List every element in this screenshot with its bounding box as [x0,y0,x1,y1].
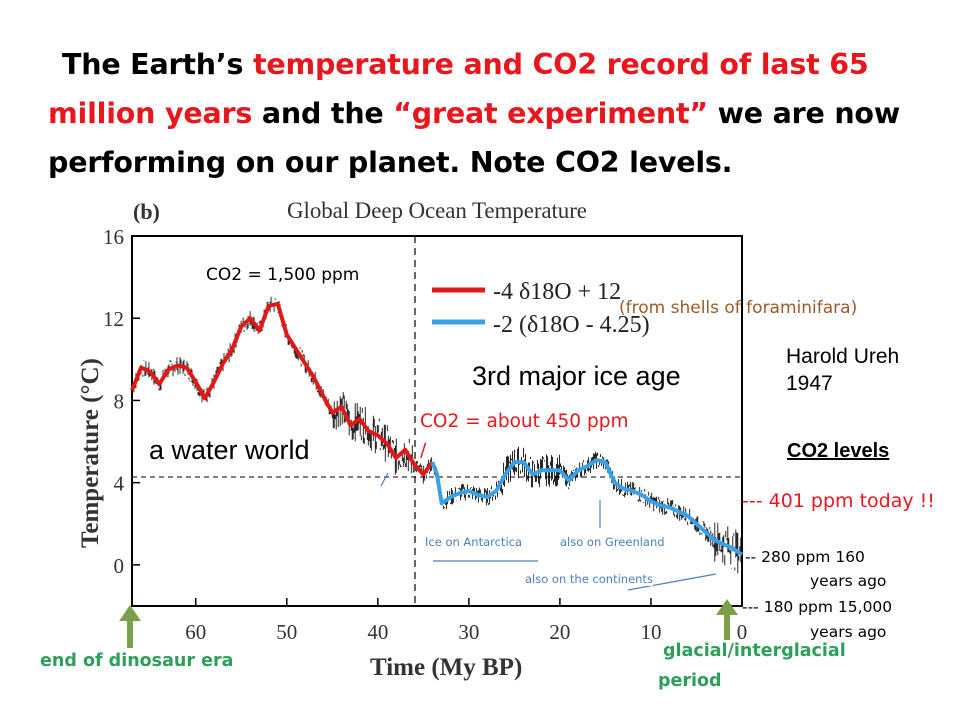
ice-age-label: 3rd major ice age [472,361,681,391]
y-axis-label: Temperature (°C) [77,358,104,548]
series-line-red [130,301,435,477]
co2-today: --- 401 ppm today !! [742,490,935,512]
source-note: (from shells of foraminifara) [619,298,858,318]
series-line-blue [430,458,744,557]
x-tick-label: 20 [549,620,570,644]
author-name: Harold Ureh [786,345,900,368]
continents-note: also on the continents [525,572,653,586]
x-tick-label: 0 [737,620,748,644]
dinosaur-label: end of dinosaur era [40,651,234,671]
title-part3: and the [252,97,394,130]
panel-label: (b) [133,199,160,224]
plot-frame [131,235,743,607]
arrow-continents [627,573,717,591]
chart-title: Global Deep Ocean Temperature [287,198,587,223]
arrowhead-glacial [716,599,738,615]
greenland-note: also on Greenland [560,535,665,549]
title-part1: The Earth’s [62,48,253,81]
y-tick-label: 4 [114,472,125,496]
legend: -4 δ18O + 12 -2 (δ18O - 4.25) [432,279,650,338]
glacial-label-line2: period [658,671,722,691]
title-part2: temperature and CO2 record of last 65 mi… [48,48,869,130]
annotation-arrows [119,472,738,648]
author-year: 1947 [786,372,833,395]
slide-title: The Earth’s temperature and CO2 record o… [48,40,938,187]
legend-blue-label: -2 (δ18O - 4.25) [493,312,650,338]
title-part4: “great experiment” [393,97,708,130]
co2-280-line2: years ago [810,572,887,590]
co2-280-line1: -- 280 ppm 160 [745,548,865,566]
x-axis-label: Time (My BP) [370,654,522,681]
y-tick-label: 16 [103,225,124,249]
x-tick-label: 50 [276,620,297,644]
co2-180-line1: --- 180 ppm 15,000 [742,598,893,616]
title-part5: we are now performing on our planet. Not… [48,97,900,179]
y-tick-label: 0 [114,554,125,578]
water-world-label: a water world [147,435,312,466]
co2-levels-header: CO2 levels [787,440,890,462]
x-tick-label: 40 [367,620,388,644]
y-tick-label: 12 [103,307,124,331]
x-tick-label: 30 [458,620,479,644]
legend-red-label: -4 δ18O + 12 [493,279,621,305]
slash-mark: / [420,439,427,461]
x-tick-label: 10 [640,620,661,644]
glacial-label-line1: glacial/interglacial [663,641,846,661]
x-tick-label: 60 [185,620,206,644]
co2-450-label: CO2 = about 450 ppm [420,411,629,432]
arrowhead-dinosaur [119,605,141,621]
axis-ticks: 60 50 40 30 20 10 0 0 4 8 12 16 [103,225,747,644]
antarctica-note: Ice on Antarctica [425,535,523,549]
arrow-water-world [380,472,389,487]
chart-frame [131,235,743,607]
co2-180-line2: years ago [810,623,887,641]
co2-1500-label: CO2 = 1,500 ppm [206,265,360,285]
y-tick-label: 8 [114,389,125,413]
